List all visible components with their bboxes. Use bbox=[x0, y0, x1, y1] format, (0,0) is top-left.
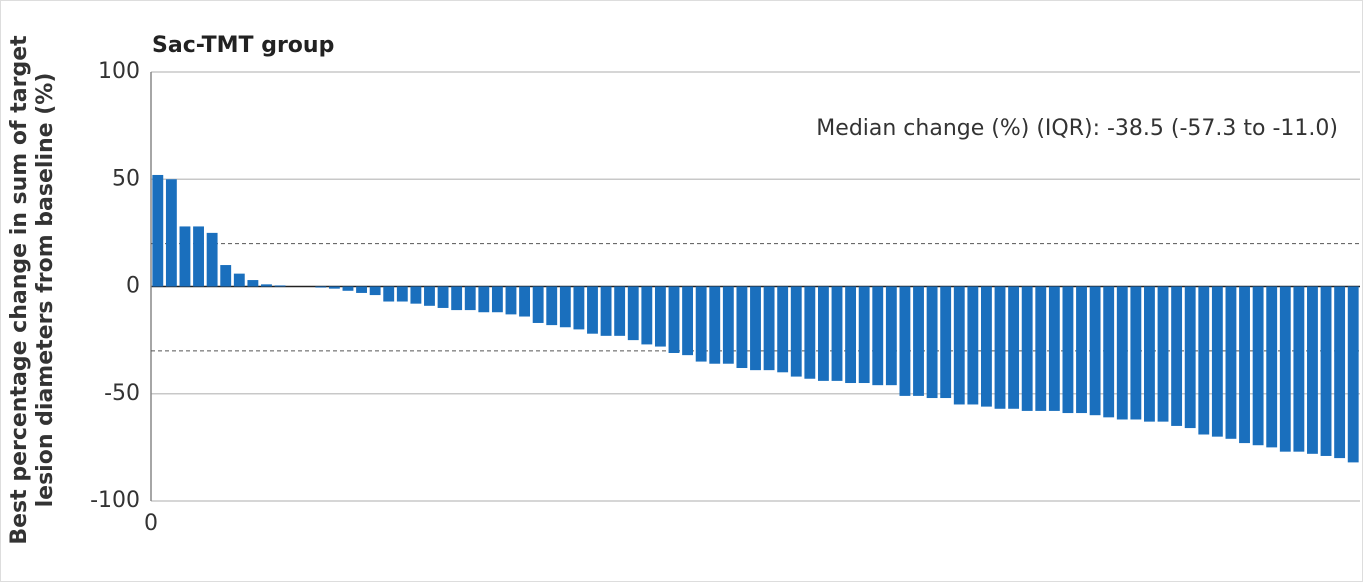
y-tick-label: -50 bbox=[104, 381, 140, 406]
y-axis-label: Best percentage change in sum of target bbox=[7, 35, 32, 545]
bar bbox=[1144, 286, 1155, 422]
bar bbox=[899, 286, 911, 396]
y-axis-label: lesion diameters from baseline (%) bbox=[33, 73, 58, 508]
bar bbox=[695, 286, 707, 362]
bar bbox=[464, 286, 476, 311]
bar bbox=[614, 286, 626, 336]
bar bbox=[953, 286, 965, 405]
bar bbox=[1239, 286, 1250, 444]
bar bbox=[1157, 286, 1169, 422]
bar bbox=[872, 286, 884, 386]
bar bbox=[396, 286, 408, 302]
bar bbox=[206, 232, 218, 287]
y-tick-label: 50 bbox=[112, 166, 140, 191]
annotation: Median change (%) (IQR): -38.5 (-57.3 to… bbox=[816, 116, 1338, 141]
bar bbox=[1008, 286, 1020, 409]
bar bbox=[654, 286, 666, 347]
bar bbox=[1076, 286, 1087, 414]
bar bbox=[736, 286, 748, 369]
bar bbox=[274, 285, 286, 287]
bar bbox=[410, 286, 422, 304]
bar bbox=[641, 286, 653, 345]
bar bbox=[885, 286, 897, 386]
x-tick-label: 0 bbox=[144, 511, 158, 536]
bar bbox=[1320, 286, 1332, 456]
bar bbox=[1198, 286, 1210, 435]
bar bbox=[804, 286, 816, 379]
bar bbox=[546, 286, 558, 326]
bar bbox=[220, 265, 232, 287]
bar bbox=[817, 286, 829, 381]
bar bbox=[573, 286, 585, 330]
bar bbox=[1048, 286, 1060, 411]
bar bbox=[1171, 286, 1183, 426]
bar bbox=[193, 226, 204, 287]
bar bbox=[383, 286, 395, 302]
bar bbox=[233, 273, 245, 287]
bar bbox=[328, 286, 340, 289]
bar bbox=[682, 286, 694, 356]
bar bbox=[913, 286, 924, 396]
bar bbox=[858, 286, 870, 384]
y-tick-label: 0 bbox=[126, 274, 140, 299]
bar bbox=[1252, 286, 1264, 446]
bar bbox=[668, 286, 680, 353]
bar bbox=[722, 286, 734, 364]
bar bbox=[1103, 286, 1115, 418]
bar bbox=[750, 286, 761, 371]
bar bbox=[1307, 286, 1318, 454]
bar bbox=[1062, 286, 1074, 414]
bar bbox=[1035, 286, 1047, 411]
bar bbox=[342, 286, 354, 291]
bar bbox=[600, 286, 612, 336]
bar bbox=[1266, 286, 1278, 448]
bar bbox=[994, 286, 1006, 409]
bar bbox=[532, 286, 544, 323]
bar bbox=[478, 286, 490, 313]
bar bbox=[1334, 286, 1346, 459]
bar bbox=[1293, 286, 1305, 452]
bar bbox=[559, 286, 571, 328]
bar bbox=[369, 286, 381, 296]
bar bbox=[777, 286, 789, 373]
bar bbox=[451, 286, 463, 311]
bar bbox=[1347, 286, 1359, 463]
bar bbox=[763, 286, 775, 371]
bar bbox=[845, 286, 857, 384]
bar bbox=[165, 179, 177, 287]
bar bbox=[152, 174, 164, 287]
bar bbox=[179, 226, 191, 287]
bar bbox=[247, 280, 259, 287]
bar bbox=[587, 286, 598, 334]
bar bbox=[1089, 286, 1101, 416]
bar bbox=[315, 286, 327, 288]
bar bbox=[967, 286, 979, 405]
bar bbox=[437, 286, 449, 308]
bar bbox=[1184, 286, 1196, 429]
bar bbox=[261, 284, 272, 287]
bar bbox=[519, 286, 531, 317]
bar bbox=[980, 286, 992, 407]
bar bbox=[356, 286, 367, 293]
y-tick-label: 100 bbox=[98, 59, 140, 84]
bar bbox=[940, 286, 952, 399]
bar bbox=[424, 286, 435, 306]
bar bbox=[627, 286, 639, 341]
bar bbox=[709, 286, 721, 364]
y-tick-label: -100 bbox=[90, 488, 140, 513]
chart-title: Sac-TMT group bbox=[152, 33, 334, 58]
bar bbox=[1130, 286, 1142, 420]
bar bbox=[1116, 286, 1128, 420]
bar bbox=[1211, 286, 1223, 437]
bar bbox=[790, 286, 802, 377]
bar bbox=[926, 286, 938, 399]
bar bbox=[1225, 286, 1237, 439]
bar bbox=[505, 286, 517, 315]
bar bbox=[1279, 286, 1291, 452]
bar bbox=[491, 286, 503, 313]
bar bbox=[1021, 286, 1033, 411]
bar bbox=[831, 286, 843, 381]
